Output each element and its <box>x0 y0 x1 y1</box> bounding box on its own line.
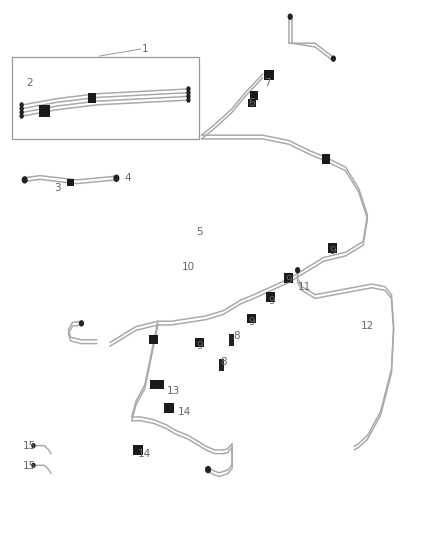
Text: 6: 6 <box>248 98 255 108</box>
Circle shape <box>113 174 120 182</box>
Bar <box>285 273 293 283</box>
Text: 9: 9 <box>196 341 203 351</box>
Bar <box>164 403 174 413</box>
Bar <box>264 70 274 80</box>
Circle shape <box>79 320 84 327</box>
Bar <box>149 335 158 344</box>
Text: 10: 10 <box>182 262 195 271</box>
Circle shape <box>31 463 35 468</box>
Bar <box>328 243 337 253</box>
Text: 11: 11 <box>297 282 311 292</box>
Text: 9: 9 <box>248 317 255 327</box>
Bar <box>88 93 96 103</box>
Text: 15: 15 <box>22 461 36 471</box>
Bar <box>195 338 204 348</box>
Bar <box>321 155 330 164</box>
Text: 8: 8 <box>220 357 227 367</box>
Bar <box>67 179 74 187</box>
Bar <box>266 292 275 302</box>
Circle shape <box>288 13 293 20</box>
Circle shape <box>205 466 211 473</box>
Bar <box>12 56 199 139</box>
Circle shape <box>19 114 24 119</box>
Circle shape <box>21 176 28 183</box>
Bar <box>134 445 143 455</box>
Text: 14: 14 <box>177 407 191 417</box>
Text: 9: 9 <box>329 246 336 255</box>
Text: 13: 13 <box>166 386 180 397</box>
Text: 4: 4 <box>124 173 131 183</box>
Text: 2: 2 <box>26 78 32 88</box>
Text: 3: 3 <box>54 183 61 193</box>
Text: 12: 12 <box>361 321 374 331</box>
Text: 8: 8 <box>233 330 240 341</box>
Text: 14: 14 <box>138 449 152 458</box>
Text: 9: 9 <box>268 296 275 306</box>
Text: 9: 9 <box>286 275 292 285</box>
Circle shape <box>186 90 191 95</box>
Circle shape <box>295 267 300 273</box>
Text: 15: 15 <box>22 441 36 451</box>
Bar <box>247 314 256 324</box>
Bar <box>150 379 163 389</box>
Circle shape <box>31 443 35 448</box>
Bar <box>248 99 256 107</box>
Circle shape <box>331 55 336 62</box>
Text: 1: 1 <box>141 44 148 53</box>
Circle shape <box>186 94 191 99</box>
Circle shape <box>19 106 24 111</box>
Text: 5: 5 <box>196 227 203 237</box>
Bar <box>229 334 234 346</box>
Circle shape <box>19 110 24 115</box>
Bar <box>219 359 224 370</box>
Circle shape <box>186 86 191 92</box>
Bar <box>250 91 258 100</box>
Bar <box>39 105 50 117</box>
Circle shape <box>19 102 24 108</box>
Text: 7: 7 <box>264 78 270 88</box>
Circle shape <box>186 98 191 103</box>
